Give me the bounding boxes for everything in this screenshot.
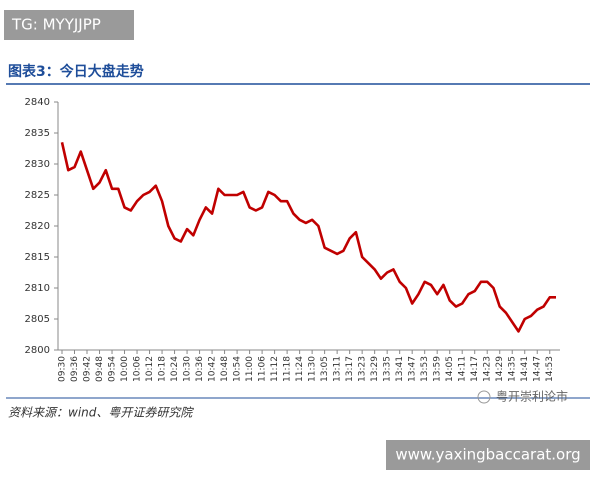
x-tick-label: 10:54 [233,356,243,382]
x-tick-label: 10:06 [133,356,143,382]
x-tick-label: 09:30 [58,356,68,382]
x-tick-label: 13:05 [320,356,330,382]
x-tick-label: 14:17 [470,356,480,382]
x-tick-label: 09:36 [70,356,80,382]
watermark-text: www.yaxingbaccarat.org [395,446,580,464]
x-tick-label: 10:00 [120,356,130,382]
plot: 2800 2805 2810 2815 2820 2825 2830 2835 2840 09:3… [25,97,560,382]
x-tick-label: 14:23 [483,356,493,382]
x-tick-label: 13:11 [333,356,343,382]
x-tick-label: 11:30 [308,356,318,382]
x-tick-label: 10:48 [220,356,230,382]
x-tick-label: 10:30 [183,356,193,382]
x-tick-label: 11:00 [245,356,255,382]
x-tick-label: 11:24 [295,356,305,382]
y-tick-label: 2805 [25,314,50,325]
x-tick-label: 13:17 [345,356,355,382]
x-tick-label: 09:42 [83,356,93,382]
x-tick-label: 13:59 [433,356,443,382]
x-tick-label: 09:48 [95,356,105,382]
x-tick-label: 14:47 [533,356,543,382]
series-line [60,142,556,333]
x-tick-label: 11:06 [258,356,268,382]
x-tick-label: 10:36 [195,356,205,382]
y-tick-label: 2820 [25,221,50,232]
x-tick-label: 13:35 [383,356,393,382]
x-tick-label: 14:29 [495,356,505,382]
source: 资料来源：wind、粤开证券研究院 [8,406,194,420]
x-tick-label: 14:35 [508,356,518,382]
x-tick-label: 11:12 [270,356,280,382]
x-tick-label: 13:47 [408,356,418,382]
y-tick-label: 2840 [25,97,50,108]
x-tick-label: 11:18 [283,356,293,382]
x-tick-label: 14:41 [520,356,530,382]
y-tick-label: 2830 [25,159,50,170]
y-tick-label: 2810 [25,283,50,294]
x-tick-label: 09:54 [108,356,118,382]
x-tick-label: 14:53 [545,356,555,382]
x-tick-label: 13:53 [420,356,430,382]
watermark-box [386,440,590,470]
x-tick-label: 13:41 [395,356,405,382]
x-tick-label: 10:24 [170,356,180,382]
x-tick-label: 13:23 [358,356,368,382]
x-tick-label: 10:18 [158,356,168,382]
x-tick-label: 14:11 [458,356,468,382]
watermark-box [4,10,134,40]
x-tick-label: 10:12 [145,356,155,382]
chart-title: 图表3：今日大盘走势 [8,63,144,80]
x-tick-label: 10:42 [208,356,218,382]
y-tick-label: 2800 [25,345,50,356]
watermark-text: TG: MYYJJPP [11,16,101,34]
y-tick-label: 2825 [25,190,50,201]
x-tick-label: 14:05 [445,356,455,382]
x-tick-label: 13:29 [370,356,380,382]
account-icon [477,390,491,404]
y-tick-label: 2835 [25,128,50,139]
account-mark: 粤开崇利论市 [496,389,568,404]
y-tick-label: 2815 [25,252,50,263]
